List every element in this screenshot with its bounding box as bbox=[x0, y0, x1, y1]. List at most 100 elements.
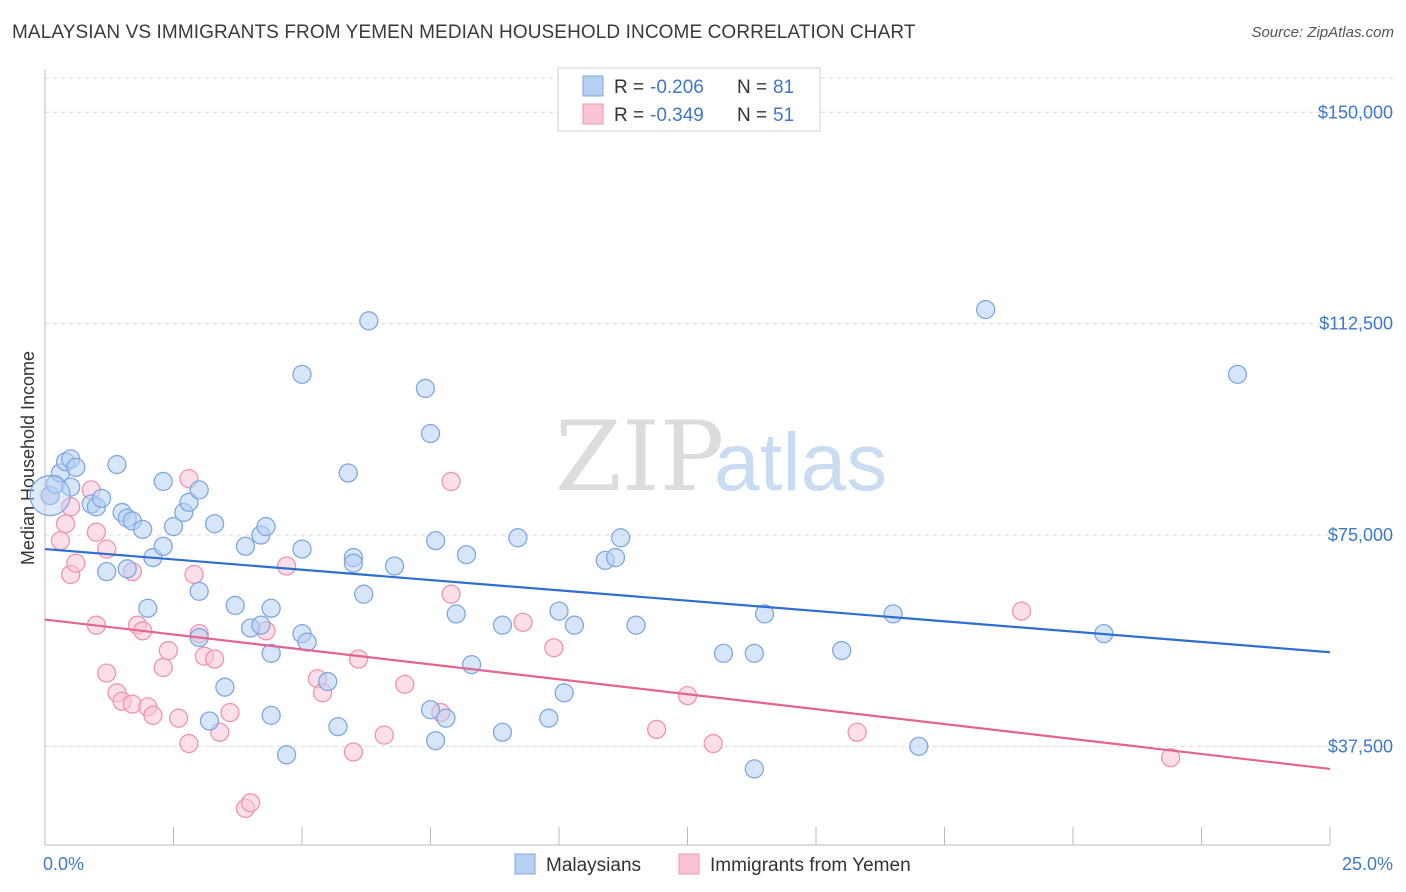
point-malaysians bbox=[605, 547, 626, 568]
point-malaysians bbox=[492, 722, 513, 742]
point-yemen bbox=[544, 638, 564, 658]
point-yemen bbox=[703, 733, 723, 754]
y-axis-title: Median Household Income bbox=[18, 351, 38, 565]
point-yemen bbox=[153, 657, 173, 678]
legend-n-value-1: 81 bbox=[773, 77, 794, 98]
bottom-legend-swatch-yemen bbox=[678, 853, 700, 875]
point-malaysians bbox=[554, 683, 574, 703]
point-yemen bbox=[374, 725, 394, 745]
point-malaysians bbox=[179, 492, 199, 512]
point-malaysians bbox=[225, 595, 245, 616]
point-yemen bbox=[55, 514, 76, 534]
legend-r-value-2: -0.349 bbox=[650, 105, 704, 126]
point-malaysians bbox=[425, 731, 446, 751]
series-legend: Malaysians Immigrants from Yemen bbox=[514, 853, 911, 876]
point-malaysians bbox=[133, 519, 153, 540]
x-tick-labels: 0.0% 25.0% bbox=[43, 854, 1393, 874]
x-tick-label-min: 0.0% bbox=[43, 854, 84, 874]
legend-r-value-1: -0.206 bbox=[650, 77, 704, 98]
point-malaysians bbox=[163, 516, 184, 537]
point-malaysians bbox=[832, 640, 852, 661]
point-malaysians bbox=[276, 745, 297, 765]
bottom-legend-malaysians: Malaysians bbox=[546, 855, 641, 876]
point-malaysians bbox=[261, 705, 281, 726]
point-malaysians bbox=[153, 471, 173, 492]
point-yemen bbox=[179, 733, 199, 754]
point-malaysians bbox=[549, 601, 569, 621]
point-yemen bbox=[441, 584, 461, 604]
point-malaysians bbox=[909, 736, 929, 757]
point-malaysians bbox=[564, 615, 585, 635]
point-yemen bbox=[847, 722, 867, 742]
y-tick-label: $75,000 bbox=[1328, 525, 1393, 545]
point-yemen bbox=[61, 497, 81, 517]
point-malaysians bbox=[318, 671, 338, 692]
point-malaysians bbox=[754, 604, 775, 624]
point-malaysians bbox=[975, 299, 996, 320]
point-malaysians bbox=[256, 516, 276, 537]
point-malaysians bbox=[251, 615, 271, 635]
point-yemen bbox=[143, 705, 163, 726]
point-malaysians bbox=[883, 604, 903, 624]
trend-line-malaysians bbox=[44, 547, 1331, 654]
legend-r-label-2: R = bbox=[614, 105, 644, 126]
point-malaysians bbox=[492, 615, 513, 635]
point-yemen bbox=[276, 556, 297, 576]
point-malaysians bbox=[436, 708, 456, 728]
point-malaysians bbox=[343, 553, 364, 573]
point-malaysians bbox=[446, 604, 466, 624]
point-yemen bbox=[204, 649, 225, 669]
point-malaysians bbox=[215, 677, 235, 697]
point-malaysians bbox=[138, 598, 158, 618]
watermark-zip: ZIP bbox=[555, 401, 724, 513]
legend-n-value-2: 51 bbox=[773, 105, 794, 126]
point-malaysians bbox=[261, 598, 281, 618]
point-yemen bbox=[66, 553, 86, 573]
point-malaysians bbox=[338, 463, 358, 483]
point-malaysians bbox=[626, 615, 646, 635]
series-malaysians-points bbox=[29, 299, 1248, 779]
legend-swatch-malaysians bbox=[582, 75, 604, 97]
point-malaysians bbox=[117, 559, 137, 579]
point-malaysians bbox=[1227, 364, 1248, 385]
point-malaysians bbox=[235, 536, 256, 556]
point-yemen bbox=[1011, 601, 1032, 621]
legend-r-label-1: R = bbox=[614, 77, 644, 98]
source-credit: Source: ZipAtlas.com bbox=[1251, 24, 1394, 41]
point-yemen bbox=[97, 663, 117, 683]
legend-swatch-yemen bbox=[582, 103, 604, 125]
point-malaysians bbox=[292, 539, 312, 559]
axes bbox=[44, 70, 1331, 846]
point-malaysians bbox=[420, 700, 441, 720]
point-malaysians bbox=[204, 514, 225, 534]
bottom-legend-yemen: Immigrants from Yemen bbox=[710, 855, 911, 876]
point-yemen bbox=[220, 702, 240, 723]
point-malaysians bbox=[261, 643, 281, 664]
point-malaysians bbox=[456, 545, 477, 565]
point-malaysians bbox=[415, 378, 436, 399]
point-yemen bbox=[513, 612, 533, 633]
watermark: ZIP atlas bbox=[555, 401, 887, 513]
point-malaysians bbox=[611, 528, 631, 548]
point-malaysians bbox=[359, 311, 379, 331]
point-yemen bbox=[158, 640, 179, 661]
point-malaysians bbox=[107, 454, 127, 475]
point-malaysians bbox=[153, 536, 173, 556]
point-malaysians bbox=[539, 708, 559, 728]
point-yemen bbox=[348, 649, 369, 669]
point-yemen bbox=[168, 708, 189, 728]
point-malaysians bbox=[189, 480, 209, 500]
point-yemen bbox=[395, 674, 415, 695]
bottom-legend-swatch-malaysians bbox=[514, 853, 536, 875]
point-malaysians bbox=[744, 759, 764, 779]
point-yemen bbox=[50, 530, 71, 551]
trend-line-yemen bbox=[44, 618, 1331, 771]
point-yemen bbox=[647, 719, 667, 740]
point-malaysians-cluster bbox=[29, 474, 71, 517]
point-yemen bbox=[441, 471, 461, 492]
point-yemen bbox=[343, 742, 364, 762]
y-tick-label: $112,500 bbox=[1319, 314, 1393, 334]
point-malaysians bbox=[91, 488, 112, 509]
point-malaysians bbox=[66, 457, 86, 478]
